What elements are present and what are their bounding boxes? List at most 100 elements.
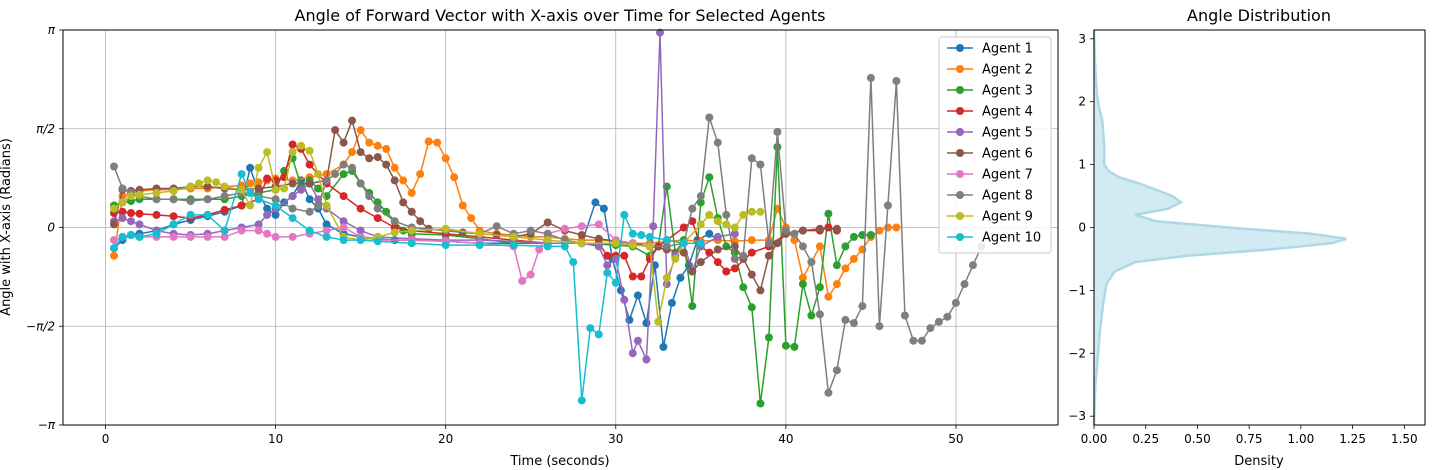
data-point [322, 176, 331, 185]
data-point [628, 349, 637, 358]
data-point [382, 160, 391, 169]
density-chart: 0.00 0.25 0.50 0.75 1.00 1.25 1.50 −3 −2 −1 0 1 2 3 A… [1068, 6, 1426, 469]
data-point [594, 242, 603, 251]
series-agent-1 [110, 163, 722, 351]
data-point [798, 226, 807, 235]
data-point [118, 207, 127, 216]
data-point [382, 144, 391, 153]
data-point [288, 204, 297, 213]
data-point [288, 214, 297, 223]
data-point [645, 232, 654, 241]
data-point [713, 258, 722, 267]
main-y-axis-label: Angle with X-axis (Radians) [0, 138, 14, 316]
data-point [832, 280, 841, 289]
data-point [815, 283, 824, 292]
data-point [339, 217, 348, 226]
data-point [713, 245, 722, 254]
data-point [127, 217, 135, 226]
data-point [475, 229, 484, 238]
data-point [356, 179, 365, 188]
data-point [832, 261, 841, 270]
x-tick-label: 50 [948, 432, 963, 446]
data-point [271, 185, 280, 194]
data-point [526, 270, 535, 279]
data-point [305, 226, 314, 235]
data-point [263, 210, 272, 219]
data-point [246, 201, 255, 210]
data-point [667, 298, 676, 307]
legend-label: Agent 9 [982, 210, 1033, 225]
data-point [713, 217, 722, 226]
data-point [739, 210, 748, 219]
data-point [909, 336, 918, 345]
data-point [110, 220, 118, 229]
data-point [450, 173, 459, 182]
data-point [696, 192, 705, 201]
data-point [747, 154, 756, 163]
data-point [645, 242, 654, 251]
data-point [599, 204, 608, 213]
data-point [841, 264, 850, 273]
legend-marker [956, 86, 964, 94]
data-point [560, 242, 569, 251]
data-point [849, 319, 858, 328]
data-point [730, 229, 739, 238]
data-point [756, 399, 765, 408]
data-point [407, 239, 416, 248]
data-point [348, 163, 357, 172]
data-point [832, 224, 841, 233]
data-point [237, 185, 246, 194]
data-point [186, 182, 195, 191]
data-point [662, 273, 671, 282]
data-point [127, 192, 135, 201]
data-point [169, 195, 178, 204]
data-point [373, 214, 382, 223]
data-point [441, 241, 450, 250]
data-point [356, 148, 365, 157]
data-point [628, 229, 637, 238]
density-y-tick-label: 3 [1078, 32, 1086, 46]
data-point [747, 236, 756, 245]
data-point [917, 336, 926, 345]
data-point [152, 210, 161, 219]
data-point [764, 239, 773, 248]
data-point [730, 223, 739, 232]
density-x-tick-label: 1.25 [1339, 432, 1366, 446]
data-point [756, 286, 765, 295]
main-axis-ticks: 0 10 20 30 40 50 −π −π/2 0 π/2 π [26, 23, 964, 446]
data-point [339, 223, 348, 232]
data-point [676, 273, 685, 282]
data-point [518, 276, 527, 285]
legend-marker [956, 170, 964, 178]
data-point [807, 258, 816, 267]
data-point [288, 232, 297, 241]
data-point [688, 204, 697, 213]
legend: Agent 1 Agent 2 Agent 3 Agent 4 Agent 5 Agent… [938, 36, 1052, 254]
data-point [195, 179, 204, 188]
data-point [416, 170, 425, 179]
data-point [705, 210, 714, 219]
data-point [118, 184, 127, 193]
data-point [815, 310, 824, 319]
data-point [424, 137, 433, 146]
data-point [135, 209, 144, 218]
data-point [722, 267, 731, 276]
data-point [594, 234, 603, 243]
data-point [254, 220, 263, 229]
data-point [628, 241, 637, 250]
data-point [322, 220, 331, 229]
data-point [271, 210, 280, 219]
density-y-tick-label: 0 [1078, 221, 1086, 235]
density-axis-ticks: 0.00 0.25 0.50 0.75 1.00 1.25 1.50 −3 −2 −1 0 1 2 3 [1068, 32, 1417, 446]
data-point [628, 272, 637, 281]
legend-label: Agent 2 [982, 63, 1033, 78]
data-point [433, 138, 442, 147]
data-point [356, 126, 365, 135]
data-point [314, 201, 323, 210]
data-point [616, 286, 625, 295]
data-point [407, 226, 416, 235]
data-point [339, 236, 348, 245]
data-point [186, 197, 195, 206]
data-point [390, 228, 399, 237]
data-point [365, 154, 374, 163]
